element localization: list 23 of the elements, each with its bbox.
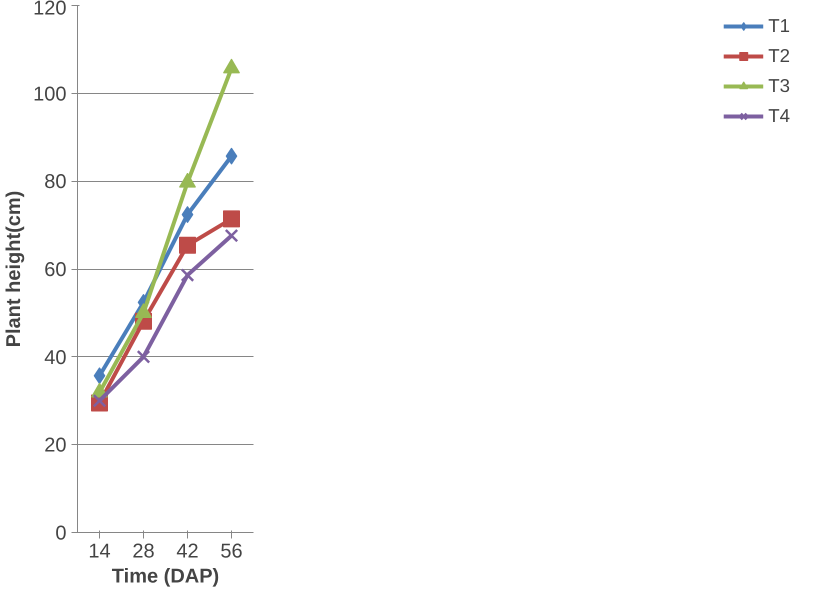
point bbox=[223, 210, 240, 228]
point bbox=[224, 228, 238, 243]
legend-label: T1 bbox=[768, 15, 790, 37]
y-tick-label: 100 bbox=[33, 83, 67, 106]
y-axis-title: Plant height(cm) bbox=[3, 190, 26, 348]
point bbox=[136, 350, 150, 364]
y-tick-label: 120 bbox=[33, 0, 67, 20]
y-tick-label: 60 bbox=[44, 259, 67, 281]
legend-label: T2 bbox=[768, 45, 790, 67]
x-tick-label: 28 bbox=[132, 540, 155, 562]
legend-label: T3 bbox=[768, 75, 790, 97]
point bbox=[92, 394, 106, 408]
y-tick-label: 20 bbox=[44, 434, 67, 457]
y-tick-label: 40 bbox=[44, 346, 67, 369]
legend-label: T4 bbox=[768, 105, 790, 127]
y-tick-label: 0 bbox=[55, 522, 66, 544]
x-tick-label: 42 bbox=[176, 540, 199, 562]
x-tick-label: 14 bbox=[88, 540, 111, 562]
point bbox=[179, 236, 196, 254]
x-axis-title: Time (DAP) bbox=[112, 566, 220, 588]
y-tick-label: 80 bbox=[44, 171, 67, 194]
x-tick-label: 56 bbox=[220, 540, 243, 562]
point bbox=[180, 268, 194, 282]
